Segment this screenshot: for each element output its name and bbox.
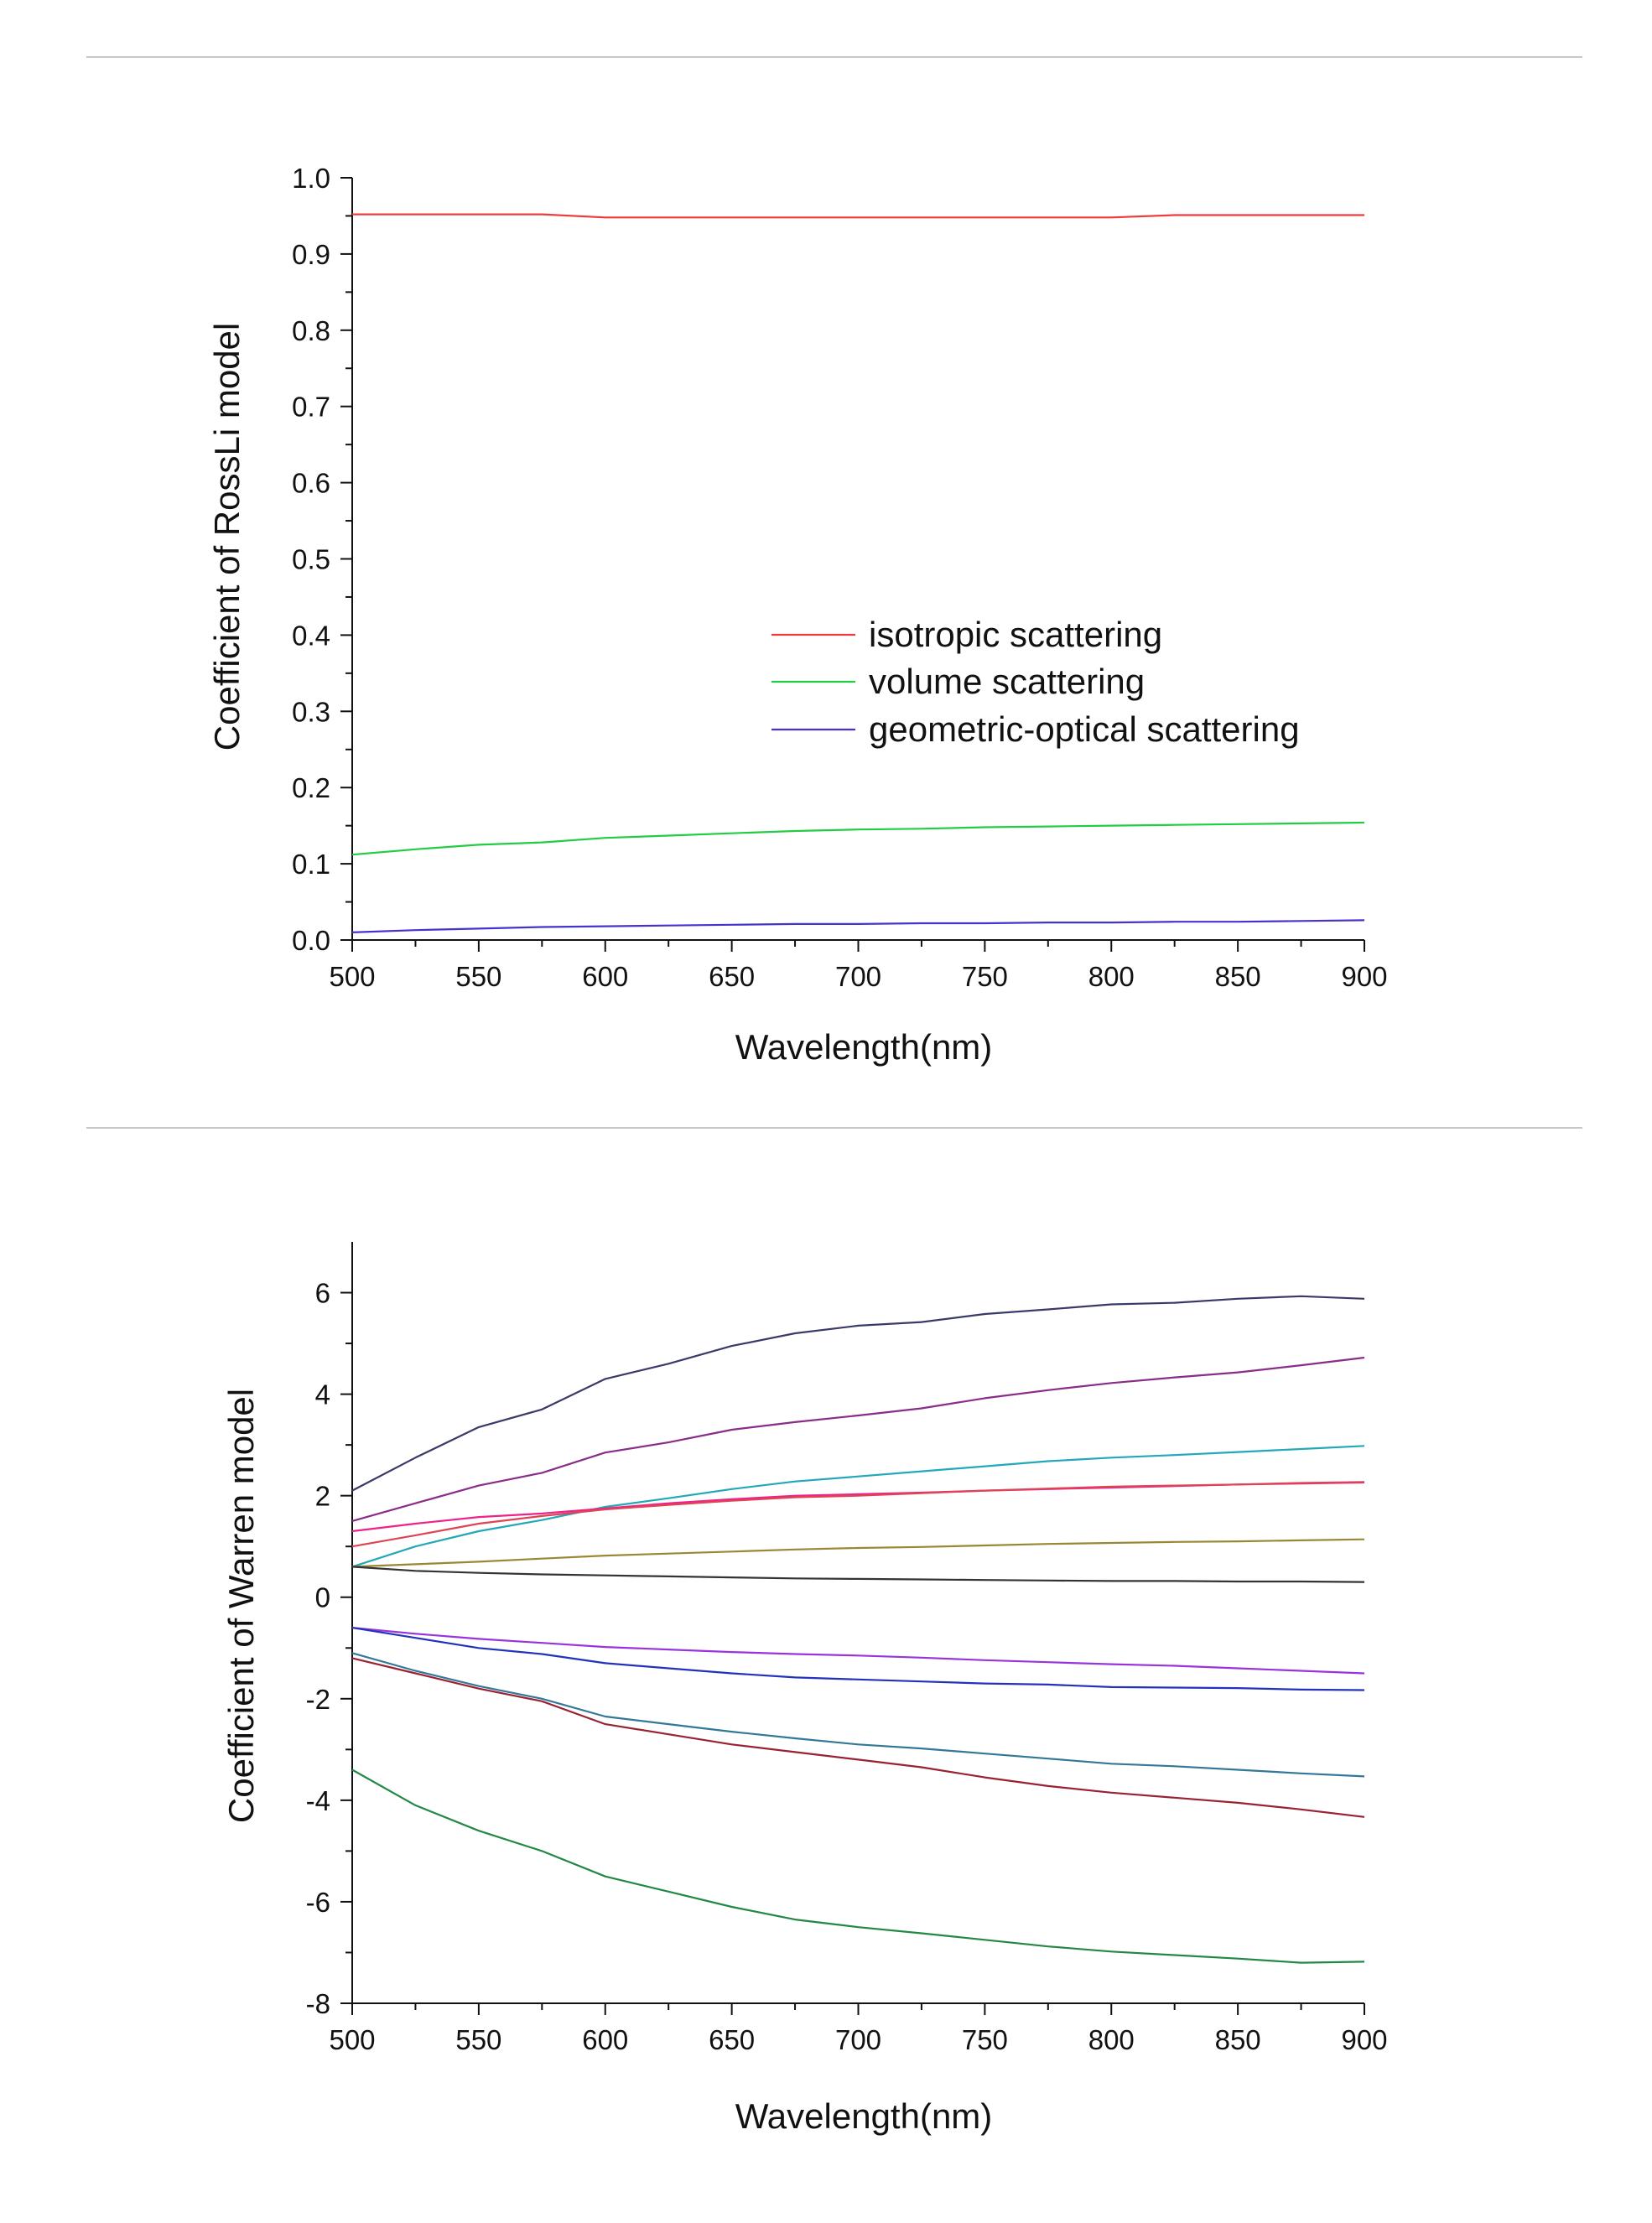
warren-series-line-8 xyxy=(351,1627,1365,1675)
rossli-legend-label-3: geometric-optical scattering xyxy=(869,709,1300,749)
warren-xtick-label: 650 xyxy=(709,2024,755,2055)
warren-ytick-label: 0 xyxy=(315,1582,330,1613)
warren-ytick-label: -6 xyxy=(306,1887,330,1918)
warren-xtick-label: 500 xyxy=(329,2024,375,2055)
rossli-ytick-label: 0.6 xyxy=(292,468,330,499)
rossli-legend-label-1: isotropic scattering xyxy=(869,615,1162,654)
rossli-xtick-label: 500 xyxy=(329,961,375,992)
warren-xtick-label: 550 xyxy=(455,2024,501,2055)
warren-xtick-label: 700 xyxy=(835,2024,881,2055)
warren-xtick-label: 600 xyxy=(582,2024,628,2055)
warren-series-line-2 xyxy=(351,1356,1365,1522)
warren-series-line-11 xyxy=(351,1657,1365,1818)
warren-xlabel: Wavelength(nm) xyxy=(735,2096,993,2136)
rossli-ylabel: Coefficient of RossLi model xyxy=(207,323,247,751)
warren-ylabel: Coefficient of Warren model xyxy=(221,1389,261,1823)
warren-series-line-1 xyxy=(351,1295,1365,1492)
rossli-xtick-label: 850 xyxy=(1215,961,1261,992)
warren-xtick-label: 900 xyxy=(1341,2024,1387,2055)
rossli-ytick-label: 0.9 xyxy=(292,239,330,270)
warren-series-line-7 xyxy=(351,1566,1365,1583)
rossli-ytick-label: 0.1 xyxy=(292,849,330,880)
rossli-xtick-label: 750 xyxy=(962,961,1008,992)
rossli-chart: Wavelength(nm) Coefficient of RossLi mod… xyxy=(207,163,1388,1067)
rossli-xtick-label: 700 xyxy=(835,961,881,992)
rossli-ytick-label: 0.2 xyxy=(292,772,330,803)
warren-xtick-label: 750 xyxy=(962,2024,1008,2055)
warren-series-line-5 xyxy=(351,1481,1365,1548)
rossli-ytick-label: 0.5 xyxy=(292,544,330,575)
rossli-legend-label-2: volume scattering xyxy=(869,662,1145,701)
rossli-xtick-label: 550 xyxy=(455,961,501,992)
rossli-ytick-label: 1.0 xyxy=(292,163,330,194)
rossli-series-line-2 xyxy=(351,821,1365,856)
rossli-ytick-label: 0.4 xyxy=(292,620,330,651)
rossli-xtick-label: 650 xyxy=(709,961,755,992)
warren-series-line-6 xyxy=(351,1538,1365,1568)
rossli-ytick-label: 0.7 xyxy=(292,392,330,423)
rossli-ytick-label: 0.0 xyxy=(292,925,330,956)
warren-series-line-12 xyxy=(351,1769,1365,1964)
warren-ytick-label: 6 xyxy=(315,1278,330,1309)
rossli-ytick-label: 0.8 xyxy=(292,315,330,346)
warren-xtick-label: 850 xyxy=(1215,2024,1261,2055)
warren-ytick-label: -4 xyxy=(306,1785,330,1816)
warren-ytick-label: -2 xyxy=(306,1684,330,1715)
warren-ytick-label: 4 xyxy=(315,1379,330,1410)
warren-series-line-9 xyxy=(351,1627,1365,1691)
rossli-series-line-1 xyxy=(352,213,1364,219)
warren-ytick-label: -8 xyxy=(306,1988,330,2019)
warren-series-line-3 xyxy=(351,1445,1365,1568)
warren-xtick-label: 800 xyxy=(1088,2024,1135,2055)
rossli-xtick-label: 900 xyxy=(1341,961,1387,992)
rossli-xtick-label: 800 xyxy=(1088,961,1135,992)
rossli-xtick-label: 600 xyxy=(582,961,628,992)
rossli-xlabel: Wavelength(nm) xyxy=(735,1027,993,1067)
warren-chart: Wavelength(nm) Coefficient of Warren mod… xyxy=(221,1242,1388,2136)
rossli-series-line-3 xyxy=(351,919,1365,933)
warren-series-line-10 xyxy=(351,1652,1365,1778)
rossli-ytick-label: 0.3 xyxy=(292,696,330,727)
warren-ytick-label: 2 xyxy=(315,1481,330,1512)
